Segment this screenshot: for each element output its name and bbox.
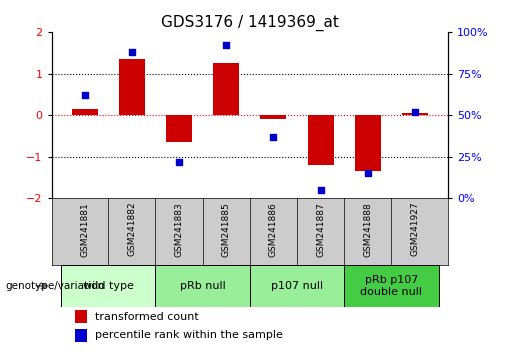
Text: GSM241927: GSM241927 <box>410 202 420 256</box>
Text: GSM241887: GSM241887 <box>316 202 325 257</box>
Bar <box>61 265 156 307</box>
Point <box>364 171 372 176</box>
Text: GSM241885: GSM241885 <box>221 202 231 257</box>
Bar <box>261 115 286 119</box>
Point <box>175 159 183 165</box>
Text: pRb p107
double null: pRb p107 double null <box>360 275 422 297</box>
Text: GSM241882: GSM241882 <box>127 202 136 256</box>
Text: GSM241888: GSM241888 <box>363 202 372 257</box>
Bar <box>250 265 344 307</box>
Bar <box>344 265 439 307</box>
Bar <box>402 113 428 115</box>
Text: pRb null: pRb null <box>180 281 226 291</box>
Text: wild type: wild type <box>83 281 133 291</box>
Text: percentile rank within the sample: percentile rank within the sample <box>95 330 283 340</box>
Bar <box>72 109 97 115</box>
Bar <box>355 115 381 171</box>
Bar <box>307 115 334 165</box>
Point <box>411 109 419 115</box>
Text: GSM241881: GSM241881 <box>80 202 89 257</box>
Text: genotype/variation: genotype/variation <box>5 281 104 291</box>
Point <box>80 92 89 98</box>
Text: p107 null: p107 null <box>271 281 323 291</box>
Bar <box>166 115 192 142</box>
Bar <box>75 329 87 342</box>
Title: GDS3176 / 1419369_at: GDS3176 / 1419369_at <box>161 14 339 30</box>
Bar <box>156 265 250 307</box>
Bar <box>75 310 87 323</box>
Bar <box>119 59 145 115</box>
Text: transformed count: transformed count <box>95 312 199 322</box>
Bar <box>213 63 239 115</box>
Point <box>128 49 136 55</box>
Text: GSM241883: GSM241883 <box>175 202 183 257</box>
Text: GSM241886: GSM241886 <box>269 202 278 257</box>
Point <box>222 42 230 48</box>
Point <box>269 134 278 139</box>
Point <box>316 187 324 193</box>
